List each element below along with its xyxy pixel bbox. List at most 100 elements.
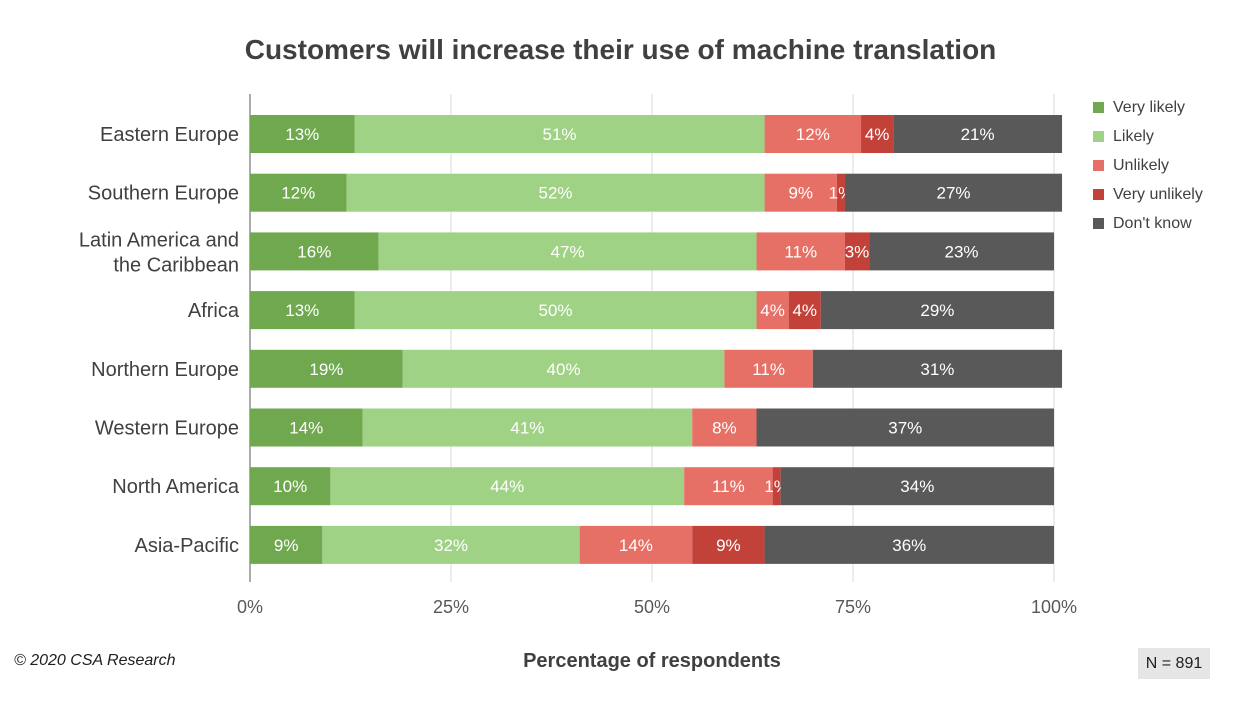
data-label: 34% <box>900 477 934 496</box>
data-label: 9% <box>716 536 741 555</box>
data-label: 8% <box>712 419 737 438</box>
legend-swatch <box>1093 131 1104 142</box>
bar-segment <box>820 291 1054 330</box>
bar-segment <box>402 349 725 388</box>
bar-segment <box>322 525 580 564</box>
bar-segment <box>724 349 813 388</box>
category-label: Asia-Pacific <box>135 535 239 557</box>
data-label: 10% <box>273 477 307 496</box>
bar-segment <box>684 467 773 506</box>
category-label: Western Europe <box>95 418 239 440</box>
data-label: 47% <box>551 242 585 261</box>
bar-segment <box>788 291 821 330</box>
data-label: 50% <box>539 301 573 320</box>
bar-segment <box>346 173 765 212</box>
data-label: 12% <box>796 125 830 144</box>
bar-segment <box>869 232 1054 271</box>
data-label: 13% <box>285 301 319 320</box>
data-label: 36% <box>892 536 926 555</box>
bar-segment <box>250 349 403 388</box>
legend-label: Very likely <box>1113 98 1186 116</box>
bar-segment <box>250 291 355 330</box>
data-label: 11% <box>752 360 785 379</box>
bar-segment <box>861 115 894 153</box>
bar-segment <box>780 467 1054 506</box>
bar-segment <box>893 115 1063 153</box>
data-label: 19% <box>309 360 343 379</box>
legend-label: Unlikely <box>1113 156 1170 174</box>
data-label: 12% <box>281 184 315 203</box>
x-tick-label: 75% <box>835 597 871 617</box>
data-label: 40% <box>547 360 581 379</box>
chart-title: Customers will increase their use of mac… <box>244 34 997 65</box>
category-label: Southern Europe <box>88 183 239 205</box>
data-label: 37% <box>888 419 922 438</box>
bar-segment <box>836 173 845 212</box>
data-label: 32% <box>434 536 468 555</box>
legend-item: Very likely <box>1093 93 1203 122</box>
data-label: 27% <box>936 184 970 203</box>
data-label: 14% <box>289 419 323 438</box>
bar-segment <box>844 173 1063 212</box>
bar-segment <box>756 408 1054 447</box>
x-axis-label: Percentage of respondents <box>523 650 781 672</box>
category-label: Latin America and <box>79 229 239 251</box>
data-label: 41% <box>510 419 544 438</box>
bar-segment <box>330 467 685 506</box>
chart-legend: Very likely Likely Unlikely Very unlikely Do… <box>1093 93 1203 238</box>
data-label: 3% <box>845 242 870 261</box>
data-label: 9% <box>274 536 299 555</box>
bar-segment <box>354 291 757 330</box>
bar-segment <box>764 115 862 153</box>
category-label: North America <box>112 476 240 498</box>
bar-segment <box>692 408 757 447</box>
legend-swatch <box>1093 218 1104 229</box>
bar-segment <box>764 525 1054 564</box>
legend-label: Likely <box>1113 127 1154 145</box>
category-label: the Caribbean <box>113 254 239 276</box>
data-label: 23% <box>945 242 979 261</box>
bar-segment <box>362 408 693 447</box>
x-tick-label: 50% <box>634 597 670 617</box>
bar-segment <box>756 291 789 330</box>
x-tick-label: 0% <box>237 597 263 617</box>
data-label: 14% <box>619 536 653 555</box>
data-label: 52% <box>539 184 573 203</box>
legend-item: Unlikely <box>1093 151 1203 180</box>
bar-segment <box>692 525 765 564</box>
data-label: 31% <box>920 360 954 379</box>
bar-segment <box>250 232 379 271</box>
copyright-notice: © 2020 CSA Research <box>14 652 176 669</box>
bar-segment <box>812 349 1063 388</box>
bar-segment <box>378 232 757 271</box>
legend-item: Don't know <box>1093 209 1203 238</box>
x-tick-label: 25% <box>433 597 469 617</box>
data-label: 4% <box>792 301 817 320</box>
bar-segment <box>250 173 347 212</box>
data-label: 21% <box>961 125 995 144</box>
legend-swatch <box>1093 102 1104 113</box>
data-label: 16% <box>297 242 331 261</box>
category-label: Northern Europe <box>91 359 239 381</box>
legend-label: Don't know <box>1113 214 1192 232</box>
data-label: 44% <box>490 477 524 496</box>
category-label: Eastern Europe <box>100 124 239 146</box>
bar-segment <box>354 115 765 153</box>
bar-segment <box>250 525 323 564</box>
legend-swatch <box>1093 160 1104 171</box>
bar-segment <box>756 232 845 271</box>
data-label: 11% <box>712 477 745 496</box>
legend-item: Likely <box>1093 122 1203 151</box>
data-label: 11% <box>784 242 817 261</box>
bar-segment <box>250 408 363 447</box>
bar-segment <box>579 525 693 564</box>
data-label: 4% <box>865 125 890 144</box>
bar-segment <box>844 232 870 271</box>
legend-label: Very unlikely <box>1113 185 1203 203</box>
data-label: 9% <box>788 184 813 203</box>
data-label: 29% <box>920 301 954 320</box>
legend-item: Very unlikely <box>1093 180 1203 209</box>
legend-swatch <box>1093 189 1104 200</box>
data-label: 13% <box>285 125 319 144</box>
